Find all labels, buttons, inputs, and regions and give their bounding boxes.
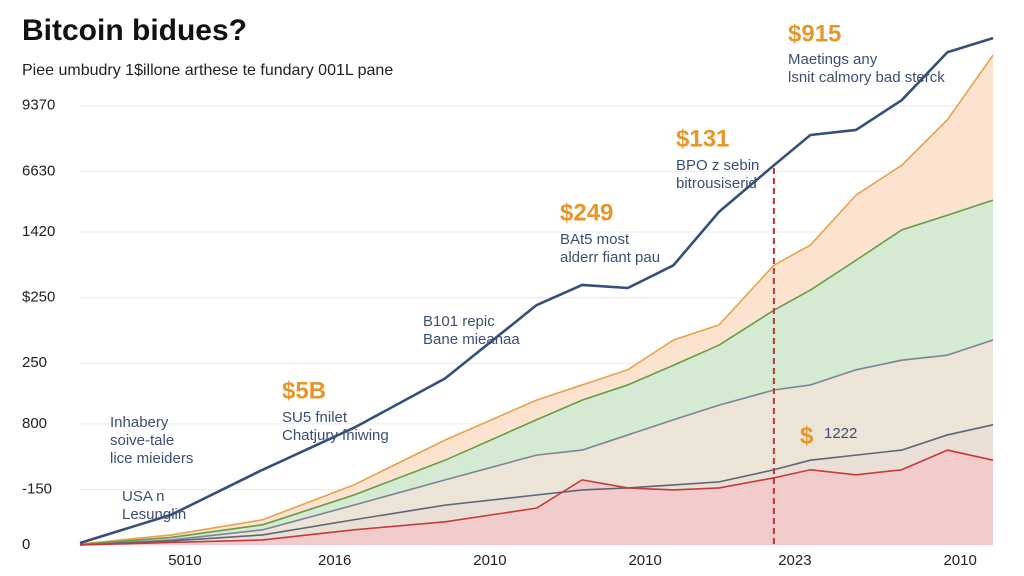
line	[79, 199, 994, 546]
annotation-text: Chatjury fniwing	[282, 427, 389, 444]
x-tick-label: 2016	[318, 552, 351, 569]
annotation-heading: $915	[788, 20, 841, 47]
annotation-text: lice mieiders	[110, 450, 193, 467]
x-tick-label: 2023	[778, 552, 811, 569]
annotation-text: lsnit calmory bad sterck	[788, 69, 945, 86]
annotation-heading: $249	[560, 199, 613, 226]
labels: 0 -150 800 250 $250 1420 6630 9370 5010 2016 2010 2…	[22, 20, 977, 569]
annotation-text: Bane mieanaa	[423, 331, 520, 348]
y-tick-label: 0	[22, 536, 30, 553]
annotation-text: Maetings any	[788, 51, 878, 68]
line	[79, 54, 994, 545]
annotation-text: Lesunglin	[122, 506, 186, 523]
x-tick-label: 2010	[473, 552, 506, 569]
line	[79, 36, 994, 545]
x-tick-label: 2010	[943, 552, 976, 569]
plot	[79, 36, 994, 546]
y-tick-label: 800	[22, 415, 47, 432]
annotation-text: BPO z sebin	[676, 157, 759, 174]
chart-title: Bitcoin bidues?	[22, 14, 247, 47]
annotation-text: USA n	[122, 488, 165, 505]
line	[79, 339, 994, 546]
line	[79, 449, 994, 546]
annotation-text: bitrousiserid	[676, 175, 757, 192]
y-tick-label: 250	[22, 354, 47, 371]
annotation-text: soive-tale	[110, 432, 174, 449]
annotation-text: 1222	[824, 425, 857, 442]
annotation-text: BAt5 most	[560, 231, 630, 248]
annotation-text: alderr fiant pau	[560, 249, 660, 266]
annotation-heading: $	[800, 422, 814, 449]
y-tick-label: 1420	[22, 223, 55, 240]
y-tick-label: 6630	[22, 162, 55, 179]
annotation-text: Inhabery	[110, 414, 169, 431]
area	[80, 450, 993, 545]
annotation-heading: $5B	[282, 377, 326, 404]
y-tick-label: $250	[22, 289, 55, 306]
annotation-heading: $131	[676, 125, 729, 152]
y-tick-label: 9370	[22, 97, 55, 114]
y-tick-label: -150	[22, 480, 52, 497]
x-tick-label: 5010	[168, 552, 201, 569]
annotation-text: SU5 fnilet	[282, 409, 348, 426]
chart-subtitle: Piee umbudry 1$illone arthese te fundary…	[22, 62, 393, 79]
x-tick-label: 2010	[628, 552, 661, 569]
line	[79, 424, 994, 546]
annotation-text: B101 repic	[423, 313, 495, 330]
